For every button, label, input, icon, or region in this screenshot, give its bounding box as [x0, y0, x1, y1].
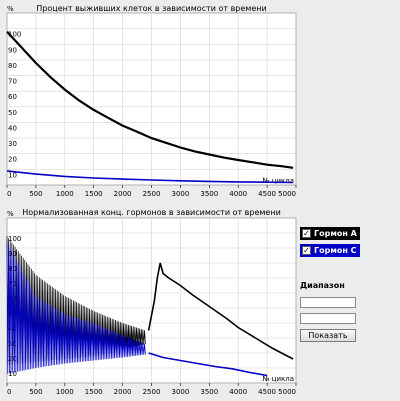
top-x-tick-label: 3000 — [171, 190, 189, 198]
top-x-tick-label: 1500 — [85, 190, 103, 198]
top-y-tick-label: 70 — [8, 78, 17, 86]
top-x-tick-label: 0 — [7, 190, 11, 198]
bottom-y-tick-label: 90 — [8, 250, 17, 258]
bottom-y-tick-label: 80 — [8, 265, 17, 273]
top-y-tick-label: 30 — [8, 140, 17, 148]
bottom-x-tick-label: 1000 — [56, 388, 74, 396]
range-from-input[interactable] — [300, 297, 356, 308]
bottom-x-tick-label: 2500 — [143, 388, 161, 396]
top-x-tick-label: 500 — [29, 190, 42, 198]
bottom-x-tick-label: 3500 — [200, 388, 218, 396]
bottom-series-0-line — [147, 262, 294, 360]
top-y-tick-label: 40 — [8, 124, 17, 132]
top-series-1-line — [6, 170, 294, 184]
bottom-y-axis-label: % — [7, 210, 14, 218]
bottom-x-axis-label: № цикла — [262, 375, 294, 383]
top-x-axis-label: № цикла — [262, 177, 294, 185]
hormone-a-checkbox[interactable]: ✓ — [302, 229, 311, 238]
top-y-tick-label: 20 — [8, 156, 17, 164]
survival-chart: Процент выживших клеток в зависимости от… — [6, 4, 297, 198]
bottom-y-tick-label: 100 — [8, 235, 21, 243]
top-y-tick-label: 100 — [8, 31, 21, 39]
show-button[interactable]: Показать — [300, 329, 356, 342]
top-y-axis-label: % — [7, 5, 14, 13]
bottom-x-tick-label: 500 — [29, 388, 42, 396]
top-x-tick-label: 1000 — [56, 190, 74, 198]
top-x-tick-label: 2500 — [143, 190, 161, 198]
legend-hormone-a-label: Гормон А — [314, 229, 357, 238]
bottom-x-tick-label: 4000 — [229, 388, 247, 396]
top-y-tick-label: 80 — [8, 62, 17, 70]
top-x-tick-label: 4500 — [258, 190, 276, 198]
bottom-x-tick-label: 2000 — [114, 388, 132, 396]
top-title: Процент выживших клеток в зависимости от… — [36, 4, 266, 13]
range-to-input[interactable] — [300, 313, 356, 324]
top-series-0-line — [6, 31, 294, 169]
top-y-tick-label: 50 — [8, 109, 17, 117]
bottom-series-1-oscillation — [6, 241, 146, 374]
bottom-x-tick-label: 4500 — [258, 388, 276, 396]
bottom-y-tick-label: 10 — [8, 370, 17, 378]
bottom-series-1-line — [148, 352, 268, 377]
bottom-x-tick-label: 3000 — [171, 388, 189, 396]
top-x-tick-label: 5000 — [278, 190, 296, 198]
hormone-c-checkbox[interactable]: ✓ — [302, 246, 311, 255]
bottom-x-tick-label: 0 — [7, 388, 11, 396]
top-x-tick-label: 3500 — [200, 190, 218, 198]
legend-hormone-c[interactable]: ✓ Гормон С — [300, 244, 360, 257]
range-label: Диапазон — [300, 281, 345, 290]
legend-hormone-a[interactable]: ✓ Гормон А — [300, 227, 360, 240]
top-y-tick-label: 90 — [8, 46, 17, 54]
top-y-tick-label: 10 — [8, 171, 17, 179]
legend-hormone-c-label: Гормон С — [314, 246, 357, 255]
bottom-x-tick-label: 1500 — [85, 388, 103, 396]
bottom-x-tick-label: 5000 — [278, 388, 296, 396]
bottom-title: Нормализованная конц. гормонов в зависим… — [22, 208, 281, 217]
top-x-tick-label: 2000 — [114, 190, 132, 198]
hormone-chart: Нормализованная конц. гормонов в зависим… — [6, 208, 297, 396]
top-y-tick-label: 60 — [8, 93, 17, 101]
top-x-tick-label: 4000 — [229, 190, 247, 198]
